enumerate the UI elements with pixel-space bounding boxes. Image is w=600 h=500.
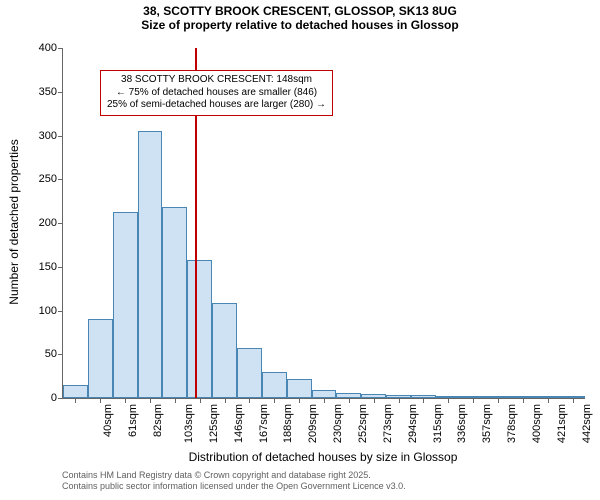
x-tick-mark [548, 398, 549, 403]
histogram-bar [212, 303, 237, 398]
x-tick-mark [299, 398, 300, 403]
x-tick-mark [249, 398, 250, 403]
histogram-bar [138, 131, 163, 398]
x-tick-mark [399, 398, 400, 403]
y-axis-label: Number of detached properties [7, 122, 21, 322]
histogram-bar [162, 207, 187, 398]
chart-container: 38, SCOTTY BROOK CRESCENT, GLOSSOP, SK13… [0, 0, 600, 500]
x-tick-label: 209sqm [307, 404, 319, 443]
y-tick-mark [58, 354, 63, 355]
x-tick-label: 252sqm [357, 404, 369, 443]
x-tick-label: 188sqm [283, 404, 295, 443]
x-tick-label: 103sqm [183, 404, 195, 443]
y-tick-mark [58, 48, 63, 49]
x-tick-label: 357sqm [481, 404, 493, 443]
x-tick-mark [100, 398, 101, 403]
histogram-bar [287, 379, 312, 398]
chart-titles: 38, SCOTTY BROOK CRESCENT, GLOSSOP, SK13… [0, 4, 600, 33]
marker-annotation-line1: 38 SCOTTY BROOK CRESCENT: 148sqm [107, 74, 326, 87]
x-tick-label: 336sqm [457, 404, 469, 443]
footer-attribution: Contains HM Land Registry data © Crown c… [62, 470, 406, 492]
y-tick-mark [58, 179, 63, 180]
x-tick-label: 442sqm [581, 404, 593, 443]
x-tick-label: 421sqm [556, 404, 568, 443]
x-axis-label: Distribution of detached houses by size … [62, 450, 584, 464]
x-tick-label: 82sqm [152, 404, 164, 437]
histogram-bar [262, 372, 287, 398]
x-tick-mark [349, 398, 350, 403]
x-tick-mark [75, 398, 76, 403]
footer-line2: Contains public sector information licen… [62, 481, 406, 492]
x-tick-label: 400sqm [531, 404, 543, 443]
x-tick-mark [423, 398, 424, 403]
x-tick-mark [200, 398, 201, 403]
x-tick-mark [473, 398, 474, 403]
histogram-bar [113, 212, 138, 398]
x-tick-mark [523, 398, 524, 403]
x-tick-mark [225, 398, 226, 403]
histogram-bar [237, 348, 262, 398]
x-tick-label: 378sqm [506, 404, 518, 443]
y-tick-mark [58, 223, 63, 224]
x-tick-mark [274, 398, 275, 403]
y-tick-mark [58, 311, 63, 312]
x-tick-label: 61sqm [127, 404, 139, 437]
x-tick-label: 294sqm [407, 404, 419, 443]
y-tick-mark [58, 92, 63, 93]
x-tick-label: 40sqm [102, 404, 114, 437]
x-tick-label: 146sqm [233, 404, 245, 443]
histogram-bar [63, 385, 88, 398]
marker-annotation-line3: 25% of semi-detached houses are larger (… [107, 99, 326, 112]
histogram-bar [88, 319, 113, 398]
x-tick-mark [125, 398, 126, 403]
chart-title-line2: Size of property relative to detached ho… [0, 18, 600, 32]
x-tick-mark [150, 398, 151, 403]
histogram-bar [312, 390, 337, 398]
histogram-bar [187, 260, 212, 398]
footer-line1: Contains HM Land Registry data © Crown c… [62, 470, 406, 481]
x-tick-label: 125sqm [208, 404, 220, 443]
x-tick-mark [374, 398, 375, 403]
x-tick-mark [498, 398, 499, 403]
x-tick-label: 315sqm [432, 404, 444, 443]
marker-annotation: 38 SCOTTY BROOK CRESCENT: 148sqm← 75% of… [100, 70, 333, 116]
marker-annotation-line2: ← 75% of detached houses are smaller (84… [107, 87, 326, 100]
y-tick-mark [58, 267, 63, 268]
x-tick-label: 273sqm [382, 404, 394, 443]
x-tick-mark [448, 398, 449, 403]
chart-title-line1: 38, SCOTTY BROOK CRESCENT, GLOSSOP, SK13… [0, 4, 600, 18]
x-tick-mark [573, 398, 574, 403]
x-tick-mark [175, 398, 176, 403]
y-tick-mark [58, 136, 63, 137]
x-tick-label: 230sqm [332, 404, 344, 443]
x-tick-label: 167sqm [258, 404, 270, 443]
y-tick-mark [58, 398, 63, 399]
x-tick-mark [324, 398, 325, 403]
